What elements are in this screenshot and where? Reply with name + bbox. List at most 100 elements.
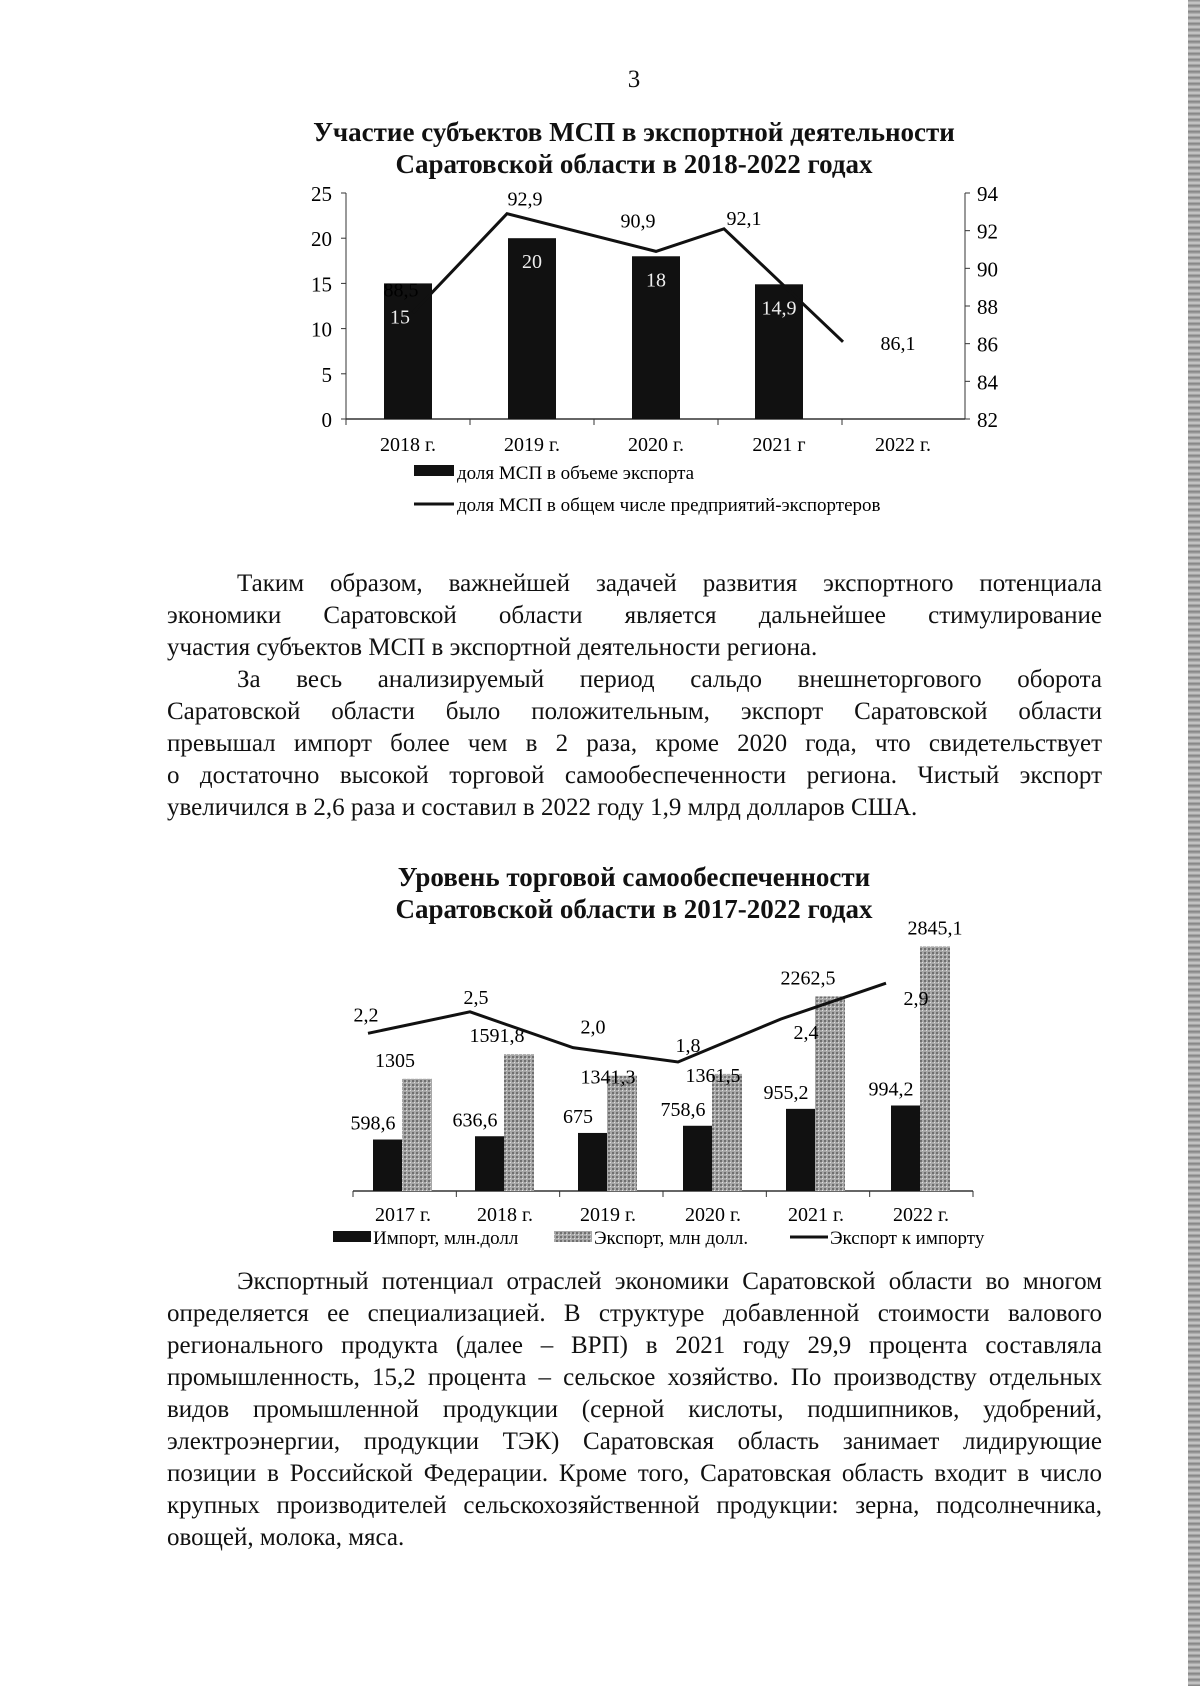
chart1-title-line2: Саратовской области в 2018-2022 годах	[395, 149, 873, 179]
paragraph-line: превышал импорт более чем в 2 раза, кром…	[167, 730, 1102, 757]
import-bar-label: 994,2	[869, 1078, 914, 1100]
import-bar	[475, 1136, 504, 1191]
paragraph-line: видов промышленной продукции (серной кис…	[167, 1396, 1102, 1423]
x-tick-label: 2020 г.	[685, 1204, 741, 1226]
x-tick-label: 2022 г.	[875, 434, 931, 456]
line-label: 90,9	[621, 210, 656, 232]
paragraph-line: крупных производителей сельскохозяйствен…	[167, 1492, 1102, 1519]
x-tick-label: 2019 г.	[580, 1204, 636, 1226]
export-bar-label: 1591,8	[470, 1025, 525, 1047]
left-tick-label: 20	[311, 227, 332, 251]
import-bar-label: 598,6	[351, 1113, 396, 1135]
export-bar	[815, 996, 845, 1191]
legend-import-label: Импорт, млн.долл	[373, 1228, 519, 1249]
import-bar-label: 636,6	[453, 1109, 498, 1131]
right-tick-label: 88	[977, 295, 998, 319]
right-tick-label: 84	[977, 370, 999, 394]
paragraph-line: промышленность, 15,2 процента – сельское…	[167, 1364, 1102, 1391]
export-bar-label: 2845,1	[908, 917, 963, 939]
export-bar	[607, 1075, 637, 1191]
ratio-label: 2,0	[581, 1017, 606, 1039]
line-label: 92,9	[508, 189, 543, 211]
ratio-label: 2,4	[794, 1022, 819, 1044]
x-tick-label: 2018 г.	[477, 1204, 533, 1226]
page-number: 3	[627, 66, 641, 93]
ratio-label: 1,8	[676, 1035, 701, 1057]
bar-label: 14,9	[762, 297, 797, 319]
x-tick-label: 2019 г.	[504, 434, 560, 456]
export-bar-label: 2262,5	[781, 967, 836, 989]
export-bar	[402, 1078, 432, 1191]
paragraph-line: За весь анализируемый период сальдо внеш…	[237, 666, 1102, 693]
left-tick-label: 10	[311, 318, 332, 342]
bar-label: 15	[390, 306, 410, 328]
export-bar-label: 1341,3	[581, 1067, 636, 1089]
ratio-line	[367, 981, 887, 1064]
left-tick-label: 0	[322, 408, 333, 432]
x-tick-label: 2018 г.	[380, 434, 436, 456]
paragraph-3: Экспортный потенциал отраслей экономики …	[167, 1266, 1102, 1554]
bar	[384, 283, 432, 419]
import-bar-label: 758,6	[661, 1099, 706, 1121]
x-tick-label: 2021 г	[752, 434, 805, 456]
paragraph-line: позиции в Российской Федерации. Кроме то…	[167, 1460, 1102, 1487]
bar-label: 20	[522, 251, 542, 273]
paragraph-line: овощей, молока, мяса.	[167, 1524, 405, 1551]
line-series	[411, 212, 845, 343]
paragraph-line: определяется ее специализацией. В структ…	[167, 1300, 1102, 1327]
import-bar-label: 675	[563, 1106, 593, 1128]
chart2-title-line2: Саратовской области в 2017-2022 годах	[395, 894, 873, 924]
paragraph-line: о достаточно высокой торговой самообеспе…	[167, 762, 1102, 789]
paragraph-line: участия субъектов МСП в экспортной деяте…	[167, 634, 818, 661]
export-bar	[504, 1054, 534, 1191]
legend-import-swatch	[333, 1231, 371, 1242]
paragraph-2: За весь анализируемый период сальдо внеш…	[167, 664, 1102, 824]
chart2-trade-self-sufficiency: 2017 г. 2018 г. 2019 г. 2020 г. 2021 г. 2022 …	[333, 917, 985, 1249]
bar	[755, 284, 803, 419]
legend-export-label: Экспорт, млн долл.	[594, 1228, 748, 1249]
paragraph-line: Таким образом, важнейшей задачей развити…	[237, 570, 1102, 597]
paragraph-line: Экспортный потенциал отраслей экономики …	[237, 1268, 1102, 1295]
left-tick-label: 25	[311, 182, 332, 206]
legend-ratio-label: Экспорт к импорту	[830, 1228, 985, 1249]
scan-edge	[1188, 0, 1200, 1686]
right-tick-label: 94	[977, 182, 999, 206]
import-bar-label: 955,2	[764, 1082, 809, 1104]
paragraph-line: экономики Саратовской области является д…	[167, 602, 1102, 629]
export-bar-label: 1361,5	[686, 1065, 741, 1087]
left-tick-label: 15	[311, 272, 332, 296]
paragraph-line: увеличился в 2,6 раза и составил в 2022 …	[167, 794, 918, 821]
export-bar-label: 1305	[375, 1050, 415, 1072]
x-tick-label: 2022 г.	[893, 1204, 949, 1226]
right-tick-label: 90	[977, 257, 998, 281]
paragraph-1: Таким образом, важнейшей задачей развити…	[167, 568, 1102, 664]
chart1-msp-export: 0 5 10 15 20 25 82 84 86 88 90 92 94 2018 г. 2019 г. 20…	[311, 182, 999, 516]
import-bar	[786, 1108, 815, 1191]
x-tick-label: 2021 г.	[788, 1204, 844, 1226]
ratio-label: 2,9	[904, 988, 929, 1010]
legend-export-swatch	[554, 1231, 592, 1242]
left-tick-label: 5	[322, 363, 333, 387]
import-bar	[891, 1105, 920, 1191]
legend-bar-swatch	[414, 465, 454, 476]
bar	[632, 256, 680, 419]
bar-label: 18	[646, 269, 666, 291]
import-bar	[683, 1125, 712, 1191]
bar	[508, 238, 556, 419]
chart2-title-line1: Уровень торговой самообеспеченности	[397, 862, 871, 892]
ratio-label: 2,5	[464, 987, 489, 1009]
x-tick-label: 2020 г.	[628, 434, 684, 456]
legend-bar-label: доля МСП в объеме экспорта	[457, 463, 695, 484]
line-label: 88,5	[384, 280, 419, 302]
right-tick-label: 82	[977, 408, 998, 432]
chart1-title-line1: Участие субъектов МСП в экспортной деяте…	[313, 117, 955, 147]
ratio-label: 2,2	[354, 1004, 379, 1026]
paragraph-line: электроэнергии, продукции ТЭК) Саратовск…	[167, 1428, 1102, 1455]
legend-line-label: доля МСП в общем числе предприятий-экспо…	[457, 495, 881, 516]
import-bar	[578, 1132, 607, 1191]
export-bar	[920, 946, 950, 1191]
right-tick-label: 92	[977, 220, 998, 244]
export-bar	[712, 1073, 742, 1191]
x-tick-label: 2017 г.	[375, 1204, 431, 1226]
line-label: 92,1	[727, 208, 762, 230]
